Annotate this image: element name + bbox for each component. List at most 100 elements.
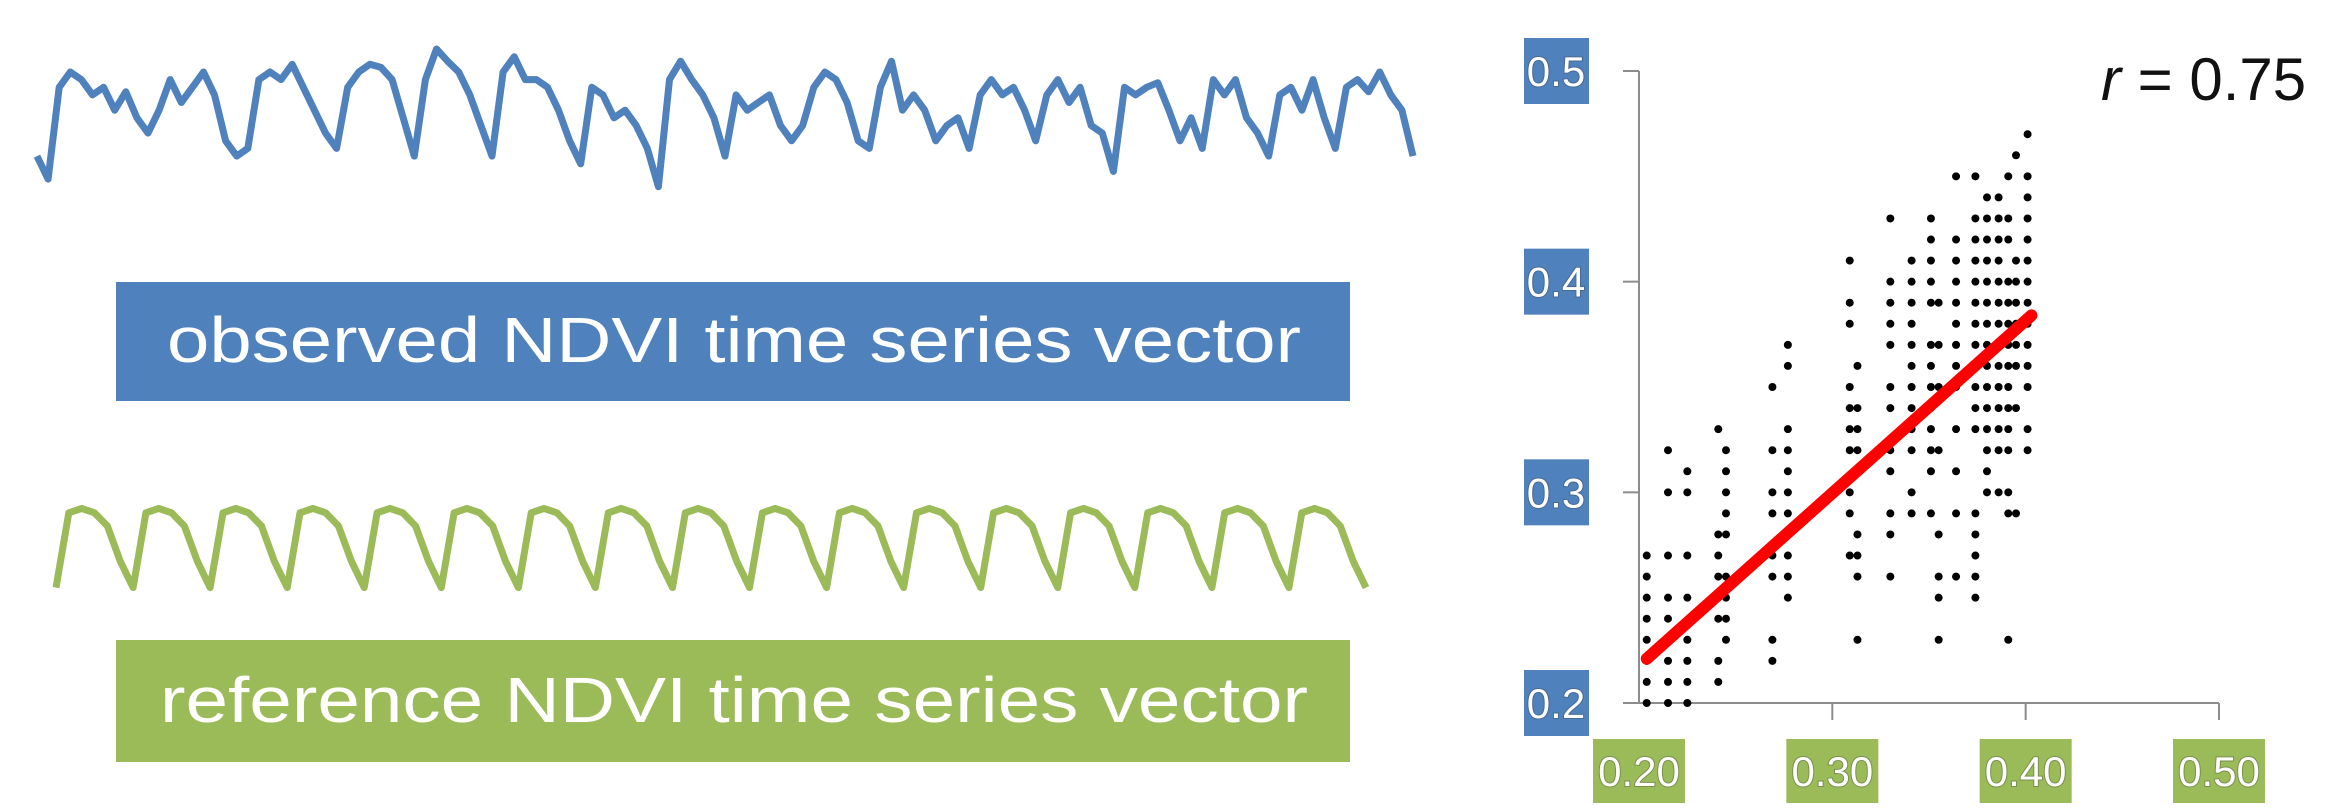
scatter-point (1983, 467, 1991, 476)
scatter-point (1664, 614, 1672, 623)
scatter-point (1983, 488, 1991, 497)
scatter-point (1971, 593, 1980, 602)
scatter-point (2004, 404, 2013, 413)
y-tick-label: 0.2 (1527, 680, 1585, 727)
scatter-point (1952, 319, 1961, 328)
scatter-point (1845, 319, 1854, 328)
scatter-point (2023, 361, 2032, 370)
scatter-point (1714, 551, 1723, 560)
scatter-point (1853, 425, 1862, 434)
y-tick-label: 0.4 (1527, 259, 1585, 306)
scatter-point (1664, 551, 1672, 560)
scatter-point (1845, 256, 1854, 265)
scatter-point (2023, 277, 2032, 286)
scatter-point (1664, 656, 1672, 665)
scatter-point (1853, 530, 1862, 539)
scatter-point (1683, 677, 1692, 686)
scatter-point (1853, 446, 1862, 455)
scatter-point (1845, 425, 1854, 434)
scatter-point (1926, 383, 1935, 391)
scatter-point (1664, 446, 1672, 455)
scatter-point (1907, 488, 1916, 497)
x-tick-label: 0.40 (1985, 748, 2067, 795)
scatter-point (1907, 446, 1916, 455)
scatter-point (1683, 635, 1692, 644)
scatter-point (1994, 256, 2003, 265)
scatter-point (1642, 677, 1651, 686)
scatter-point (1722, 509, 1730, 518)
scatter-point (1934, 530, 1943, 539)
scatter-point (1664, 699, 1672, 707)
regression-line (1640, 309, 2038, 665)
scatter-point (1952, 277, 1961, 286)
scatter-point (1886, 530, 1895, 539)
scatter-point (2004, 361, 2013, 370)
scatter-point (1783, 340, 1792, 349)
scatter-point (1994, 383, 2003, 391)
scatter-point (2004, 635, 2013, 644)
scatter-point (1926, 467, 1935, 476)
scatter-point (1853, 361, 1862, 370)
scatter-point (1886, 404, 1895, 413)
scatter-point (1683, 488, 1692, 497)
scatter-point (1886, 572, 1895, 581)
scatter-point (2004, 172, 2013, 181)
scatter-point (1952, 340, 1961, 349)
scatter-point (1983, 277, 1991, 286)
observed-series-line (33, 45, 1417, 191)
y-tick-box (1524, 459, 1589, 526)
scatter-point (1971, 383, 1980, 391)
x-tick-label: 0.30 (1791, 748, 1873, 795)
y-tick-label: 0.3 (1527, 469, 1585, 516)
scatter-point (1971, 256, 1980, 265)
scatter-point (1926, 340, 1935, 349)
scatter-point (1983, 319, 1991, 328)
x-tick-label: 0.20 (1598, 748, 1680, 795)
scatter-point (1683, 467, 1692, 476)
scatter-point (1934, 572, 1943, 581)
scatter-point (1971, 340, 1980, 349)
scatter-point (2012, 361, 2020, 370)
scatter-point (1934, 635, 1943, 644)
scatter-point (1886, 340, 1895, 349)
scatter-point (2023, 130, 2032, 139)
scatter-point (1664, 677, 1672, 686)
scatter-point (2023, 340, 2032, 349)
scatter-point (1994, 298, 2003, 307)
scatter-point (1642, 635, 1651, 644)
x-tick-box (1593, 739, 1685, 803)
x-tick-box (1786, 739, 1879, 803)
scatter-point (1952, 467, 1961, 476)
scatter-point (1983, 383, 1991, 391)
scatter-point (1714, 614, 1723, 623)
observed-label: observed NDVI time series vector (167, 304, 1301, 376)
scatter-point (1845, 383, 1854, 391)
scatter-point (2004, 298, 2013, 307)
scatter-point (1994, 214, 2003, 223)
scatter-point (1971, 319, 1980, 328)
scatter-point (1714, 677, 1723, 686)
scatter-point (1664, 488, 1672, 497)
scatter-point (1907, 383, 1916, 391)
scatter-point (1886, 509, 1895, 518)
scatter-point (1768, 572, 1777, 581)
scatter-point (1845, 298, 1854, 307)
scatter-point (1926, 256, 1935, 265)
scatter-point (1934, 298, 1943, 307)
scatter-point (2004, 277, 2013, 286)
scatter-point (1642, 593, 1651, 602)
scatter-point (1886, 383, 1895, 391)
scatter-point (1952, 256, 1961, 265)
scatter-point (1994, 488, 2003, 497)
scatter-point (1926, 446, 1935, 455)
scatter-point (1971, 530, 1980, 539)
scatter-point (1683, 699, 1692, 707)
scatter-point (1983, 404, 1991, 413)
scatter-point (1934, 593, 1943, 602)
scatter-point (1994, 235, 2003, 244)
scatter-plot: 0.5 0.4 0.3 0.2 0.20 0.30 0.40 0.50 r = 0.75 (1524, 38, 2306, 803)
scatter-point (2023, 298, 2032, 307)
scatter-point (2023, 193, 2032, 202)
reference-label: reference NDVI time series vector (160, 664, 1308, 736)
scatter-point (1907, 298, 1916, 307)
